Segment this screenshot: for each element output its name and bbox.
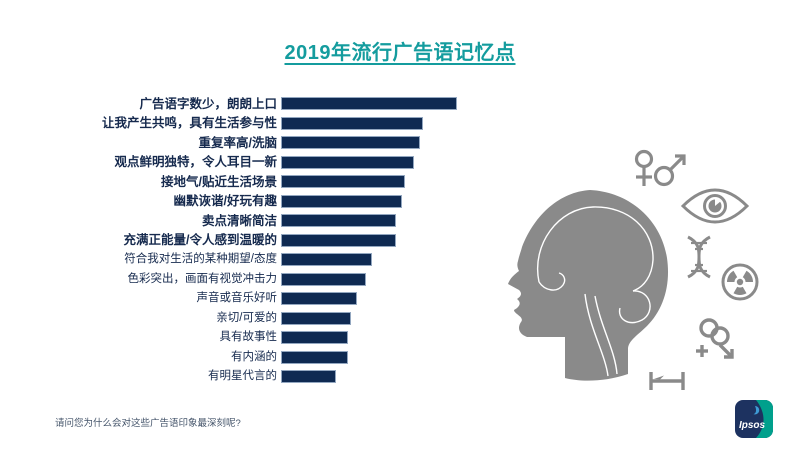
bar — [281, 194, 403, 208]
radiation-icon — [721, 263, 759, 301]
bar-chart: 广告语字数少，朗朗上口让我产生共鸣，具有生活参与性重复率高/洗脑观点鲜明独特，令… — [54, 94, 457, 387]
bar-label: 充满正能量/令人感到温暖的 — [123, 233, 277, 247]
bar-row: 接地气/贴近生活场景 — [54, 172, 457, 192]
bar — [281, 214, 397, 228]
bar-label: 声音或音乐好听 — [196, 292, 278, 304]
linked-rings-arrow-icon — [696, 318, 734, 359]
bar-label: 观点鲜明独特，令人耳目一新 — [114, 155, 277, 169]
bar-row: 让我产生共鸣，具有生活参与性 — [54, 114, 457, 134]
bar-row: 色彩突出，画面有视觉冲击力 — [54, 270, 457, 290]
bar — [281, 253, 372, 267]
ipsos-logo-text: Ipsos — [739, 420, 766, 431]
bar — [281, 272, 366, 286]
bar — [281, 370, 336, 384]
ipsos-logo: Ipsos — [735, 400, 773, 438]
bar-label: 亲切/可爱的 — [216, 311, 277, 324]
head-silhouette-graphic — [508, 190, 669, 381]
bar-row: 亲切/可爱的 — [54, 309, 457, 329]
bar — [281, 292, 357, 306]
bar — [281, 97, 457, 111]
bar — [281, 331, 348, 345]
bar-row: 观点鲜明独特，令人耳目一新 — [54, 153, 457, 173]
bar-label: 符合我对生活的某种期望/态度 — [124, 253, 277, 265]
bar — [281, 155, 415, 169]
bar-label: 色彩突出，画面有视觉冲击力 — [127, 272, 278, 285]
bar-label: 具有故事性 — [219, 331, 278, 343]
bar-label: 有内涵的 — [231, 350, 277, 363]
bar-row: 有内涵的 — [54, 348, 457, 368]
bar-label: 重复率高/洗脑 — [198, 135, 277, 150]
bar-label: 广告语字数少，朗朗上口 — [139, 96, 277, 111]
bar-label: 让我产生共鸣，具有生活参与性 — [101, 116, 277, 130]
bar — [281, 116, 424, 130]
bar-label: 幽默诙谐/好玩有趣 — [173, 194, 277, 208]
dna-icon — [687, 235, 711, 279]
bar-row: 幽默诙谐/好玩有趣 — [54, 192, 457, 212]
bar-label: 有明星代言的 — [208, 370, 277, 382]
bar-row: 广告语字数少，朗朗上口 — [54, 94, 457, 114]
bar-row: 充满正能量/令人感到温暖的 — [54, 231, 457, 251]
bar-row: 重复率高/洗脑 — [54, 133, 457, 153]
page-title: 2019年流行广告语记忆点 — [284, 42, 516, 64]
bar-row: 具有故事性 — [54, 328, 457, 348]
bar-row: 符合我对生活的某种期望/态度 — [54, 250, 457, 270]
bar — [281, 311, 351, 325]
ruler-icon — [649, 372, 685, 390]
bar-row: 有明星代言的 — [54, 367, 457, 387]
female-male-gender-icon — [634, 149, 686, 187]
footnote-question: 请问您为什么会对这些广告语印象最深刻呢? — [55, 418, 241, 429]
bar — [281, 350, 348, 364]
bar — [281, 136, 421, 150]
bar-row: 卖点清晰简洁 — [54, 211, 457, 231]
bar — [281, 175, 406, 189]
eye-icon — [680, 188, 750, 224]
bar-label: 接地气/贴近生活场景 — [161, 174, 277, 189]
bar — [281, 233, 397, 247]
bar-label: 卖点清晰简洁 — [201, 213, 277, 228]
bar-row: 声音或音乐好听 — [54, 289, 457, 309]
